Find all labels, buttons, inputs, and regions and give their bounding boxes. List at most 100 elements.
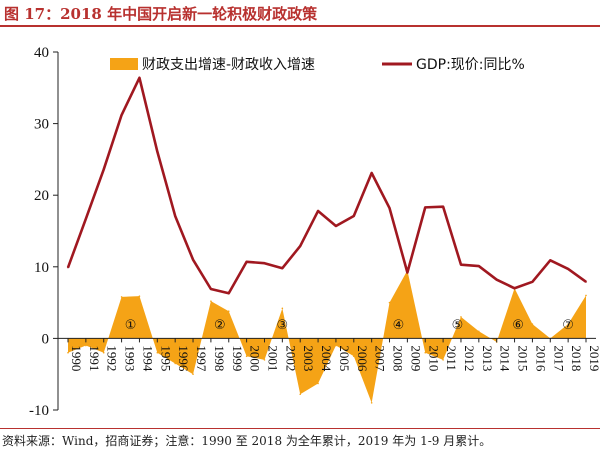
- x-tick-label: 2004: [319, 345, 334, 372]
- footer-rule: [0, 428, 600, 429]
- area-point: [567, 323, 569, 325]
- gdp-point: [495, 278, 498, 281]
- source-note: 资料来源：Wind，招商证券；注意：1990 至 2018 为全年累计，2019…: [2, 434, 492, 448]
- area-point: [102, 351, 105, 354]
- gdp-point: [406, 271, 409, 274]
- annotation-label: ②: [214, 318, 226, 333]
- y-tick-label: 30: [34, 117, 49, 133]
- x-tick-label: 2000: [248, 345, 263, 371]
- gdp-point: [370, 172, 373, 174]
- x-tick-label: 1992: [105, 345, 120, 371]
- x-tick-label: 2001: [265, 345, 280, 371]
- gdp-point: [460, 263, 462, 266]
- gdp-point: [477, 265, 480, 267]
- gdp-point: [138, 76, 141, 79]
- gdp-point: [67, 266, 69, 269]
- y-tick-label: 0: [42, 331, 50, 347]
- gdp-point: [102, 168, 105, 171]
- area-point: [335, 344, 337, 347]
- chart-title: 图 17：2018 年中国开启新一轮积极财政政策: [4, 5, 318, 23]
- area-point: [156, 351, 159, 354]
- y-axis: -10 0 10 20 30 40: [29, 45, 59, 419]
- x-tick-label: 2012: [462, 345, 477, 371]
- area-point: [352, 355, 355, 358]
- area-point: [210, 300, 212, 302]
- gdp-point: [263, 262, 266, 265]
- legend: 财政支出增速-财政收入增速 GDP:现价:同比%: [110, 57, 525, 73]
- x-tick-label: 1996: [176, 345, 191, 372]
- x-tick-label: 1991: [87, 345, 102, 371]
- area-point: [174, 362, 176, 365]
- area-point: [120, 296, 123, 298]
- gdp-point: [335, 225, 337, 227]
- area-point: [442, 359, 444, 361]
- area-point: [317, 382, 319, 385]
- x-tick-label: 1995: [158, 345, 173, 371]
- area-point: [531, 323, 534, 325]
- gdp-point: [585, 280, 587, 283]
- gdp-point: [174, 215, 177, 217]
- legend-area-label: 财政支出增速-财政收入增速: [142, 57, 315, 73]
- line-series: [66, 76, 587, 295]
- legend-line-label: GDP:现价:同比%: [416, 57, 525, 73]
- x-tick-label: 2016: [533, 345, 548, 372]
- gdp-point: [156, 150, 159, 153]
- legend-area-swatch: [110, 58, 138, 70]
- gdp-point: [388, 207, 391, 209]
- gdp-point: [299, 245, 302, 247]
- annotation-label: ⑦: [562, 318, 574, 333]
- x-tick-label: 2018: [569, 345, 584, 371]
- x-tick-label: 2005: [337, 345, 352, 371]
- area-point: [227, 310, 230, 312]
- x-tick-label: 2015: [516, 345, 531, 371]
- gdp-point: [245, 260, 248, 263]
- y-tick-label: 10: [34, 260, 49, 276]
- gdp-point: [317, 210, 319, 212]
- gdp-point: [424, 206, 427, 209]
- x-tick-label: 2009: [408, 345, 423, 371]
- gdp-point: [84, 217, 87, 220]
- x-tick-label: 2013: [480, 345, 495, 371]
- x-tick-label: 1999: [230, 345, 245, 371]
- area-point: [192, 373, 194, 376]
- x-tick-label: 2007: [373, 345, 388, 372]
- gdp-point: [442, 205, 445, 208]
- gdp-point: [281, 267, 284, 270]
- annotation-label: ①: [125, 318, 137, 333]
- area-point: [85, 344, 87, 347]
- annotation-label: ⑤: [452, 318, 464, 333]
- x-tick-label: 1993: [123, 345, 138, 371]
- area-point: [585, 294, 587, 297]
- area-point: [478, 330, 480, 333]
- gdp-point: [531, 280, 534, 283]
- title-rule: [0, 25, 600, 27]
- gdp-line: [66, 76, 587, 295]
- x-axis-labels: 1990 1991 1992 1993 1994 1995 1996 1997 1998 1999…: [69, 345, 600, 372]
- area-point: [263, 359, 266, 361]
- gdp-point: [120, 114, 123, 116]
- gdp-point: [352, 215, 355, 217]
- gdp-point: [192, 258, 194, 261]
- x-tick-label: 1998: [212, 345, 227, 371]
- area-fill: [68, 270, 586, 403]
- area-point: [138, 295, 141, 297]
- title-bar: 图 17：2018 年中国开启新一轮积极财政政策: [0, 0, 600, 27]
- area-point: [67, 351, 69, 354]
- area-point: [245, 355, 248, 358]
- x-tick-label: 2008: [391, 345, 406, 371]
- x-tick-label: 2011: [444, 345, 459, 371]
- annotation-label: ③: [277, 318, 289, 333]
- annotations: ① ② ③ ④ ⑤ ⑥ ⑦: [125, 318, 574, 333]
- x-tick-label: 1997: [194, 345, 209, 372]
- area-point: [281, 307, 284, 310]
- gdp-point: [227, 292, 230, 295]
- area-point: [370, 402, 373, 404]
- gdp-point: [549, 259, 552, 262]
- area-point: [424, 351, 427, 354]
- x-tick-label: 2010: [426, 345, 441, 371]
- x-tick-label: 2019: [587, 345, 600, 371]
- x-tick-label: 2017: [551, 345, 566, 372]
- area-point: [460, 316, 462, 318]
- x-tick-label: 2002: [283, 345, 298, 371]
